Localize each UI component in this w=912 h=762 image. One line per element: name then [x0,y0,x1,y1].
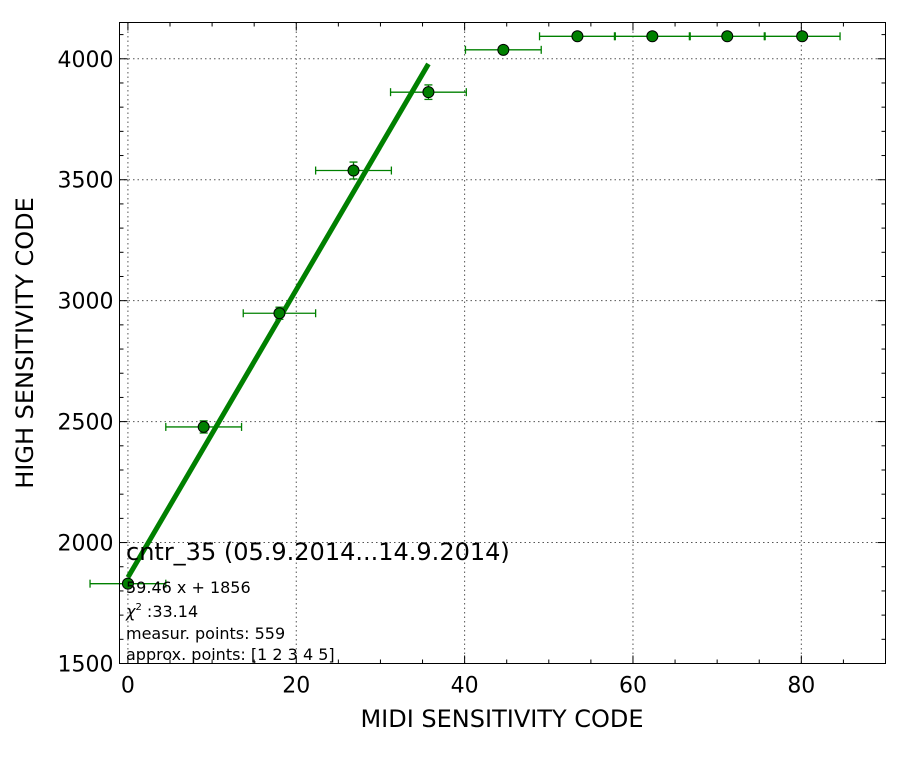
fit-line [125,62,431,579]
data-point [796,30,809,43]
minor-ticks [119,22,886,664]
x-tick-label: 20 [282,674,310,699]
data-point [646,30,659,43]
annotation-approx-points: approx. points: [1 2 3 4 5] [126,645,335,664]
x-axis-label: MIDI SENSITIVITY CODE [360,705,643,733]
data-point [721,30,734,43]
data-point [347,164,360,177]
data-point [121,577,134,590]
chi2-exponent: 2 [135,602,141,613]
y-tick-label: 2000 [58,532,114,557]
grid-lines [119,22,886,664]
fit-line-group [125,62,431,579]
y-tick-label: 2500 [58,411,114,436]
annotation-title: cntr_35 (05.9.2014...14.9.2014) [126,538,510,566]
x-tick-label: 80 [787,674,815,699]
annotation-equation: 59.46 x + 1856 [126,578,251,597]
annotation-chi2: χ2 :33.14 [125,602,198,621]
x-tick-label: 0 [121,674,135,699]
data-point [422,86,435,99]
data-point [497,43,510,56]
data-points [121,30,809,590]
y-tick-label: 3000 [58,290,114,315]
fit-annotations: cntr_35 (05.9.2014...14.9.2014) 59.46 x … [125,538,510,664]
plot-frame [119,22,886,664]
x-axis-ticks: 0 20 40 60 80 [121,22,815,699]
y-axis-ticks: 1500 2000 2500 3000 3500 4000 [58,48,886,678]
y-axis-label: HIGH SENSITIVITY CODE [11,197,39,489]
y-tick-label: 1500 [58,653,114,678]
x-tick-label: 40 [451,674,479,699]
data-point [197,420,210,433]
y-tick-label: 3500 [58,169,114,194]
annotation-measur-points: measur. points: 559 [126,624,285,643]
chi2-symbol: χ [125,602,136,621]
y-tick-label: 4000 [58,48,114,73]
data-point [571,30,584,43]
x-tick-label: 60 [619,674,647,699]
data-point [273,307,286,320]
chi2-value: :33.14 [142,602,198,621]
